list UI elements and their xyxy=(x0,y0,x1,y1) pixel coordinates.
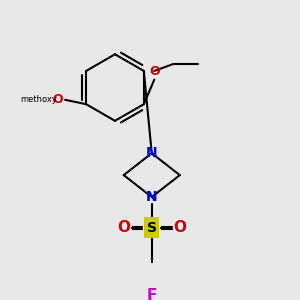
Text: methoxy: methoxy xyxy=(20,95,57,104)
Text: O: O xyxy=(53,93,64,106)
Text: S: S xyxy=(147,220,157,235)
Text: N: N xyxy=(146,190,158,204)
Text: F: F xyxy=(147,288,157,300)
Text: O: O xyxy=(173,220,186,235)
Text: S: S xyxy=(146,219,158,237)
Text: O: O xyxy=(149,65,160,78)
Text: O: O xyxy=(117,220,130,235)
Text: N: N xyxy=(146,146,158,160)
